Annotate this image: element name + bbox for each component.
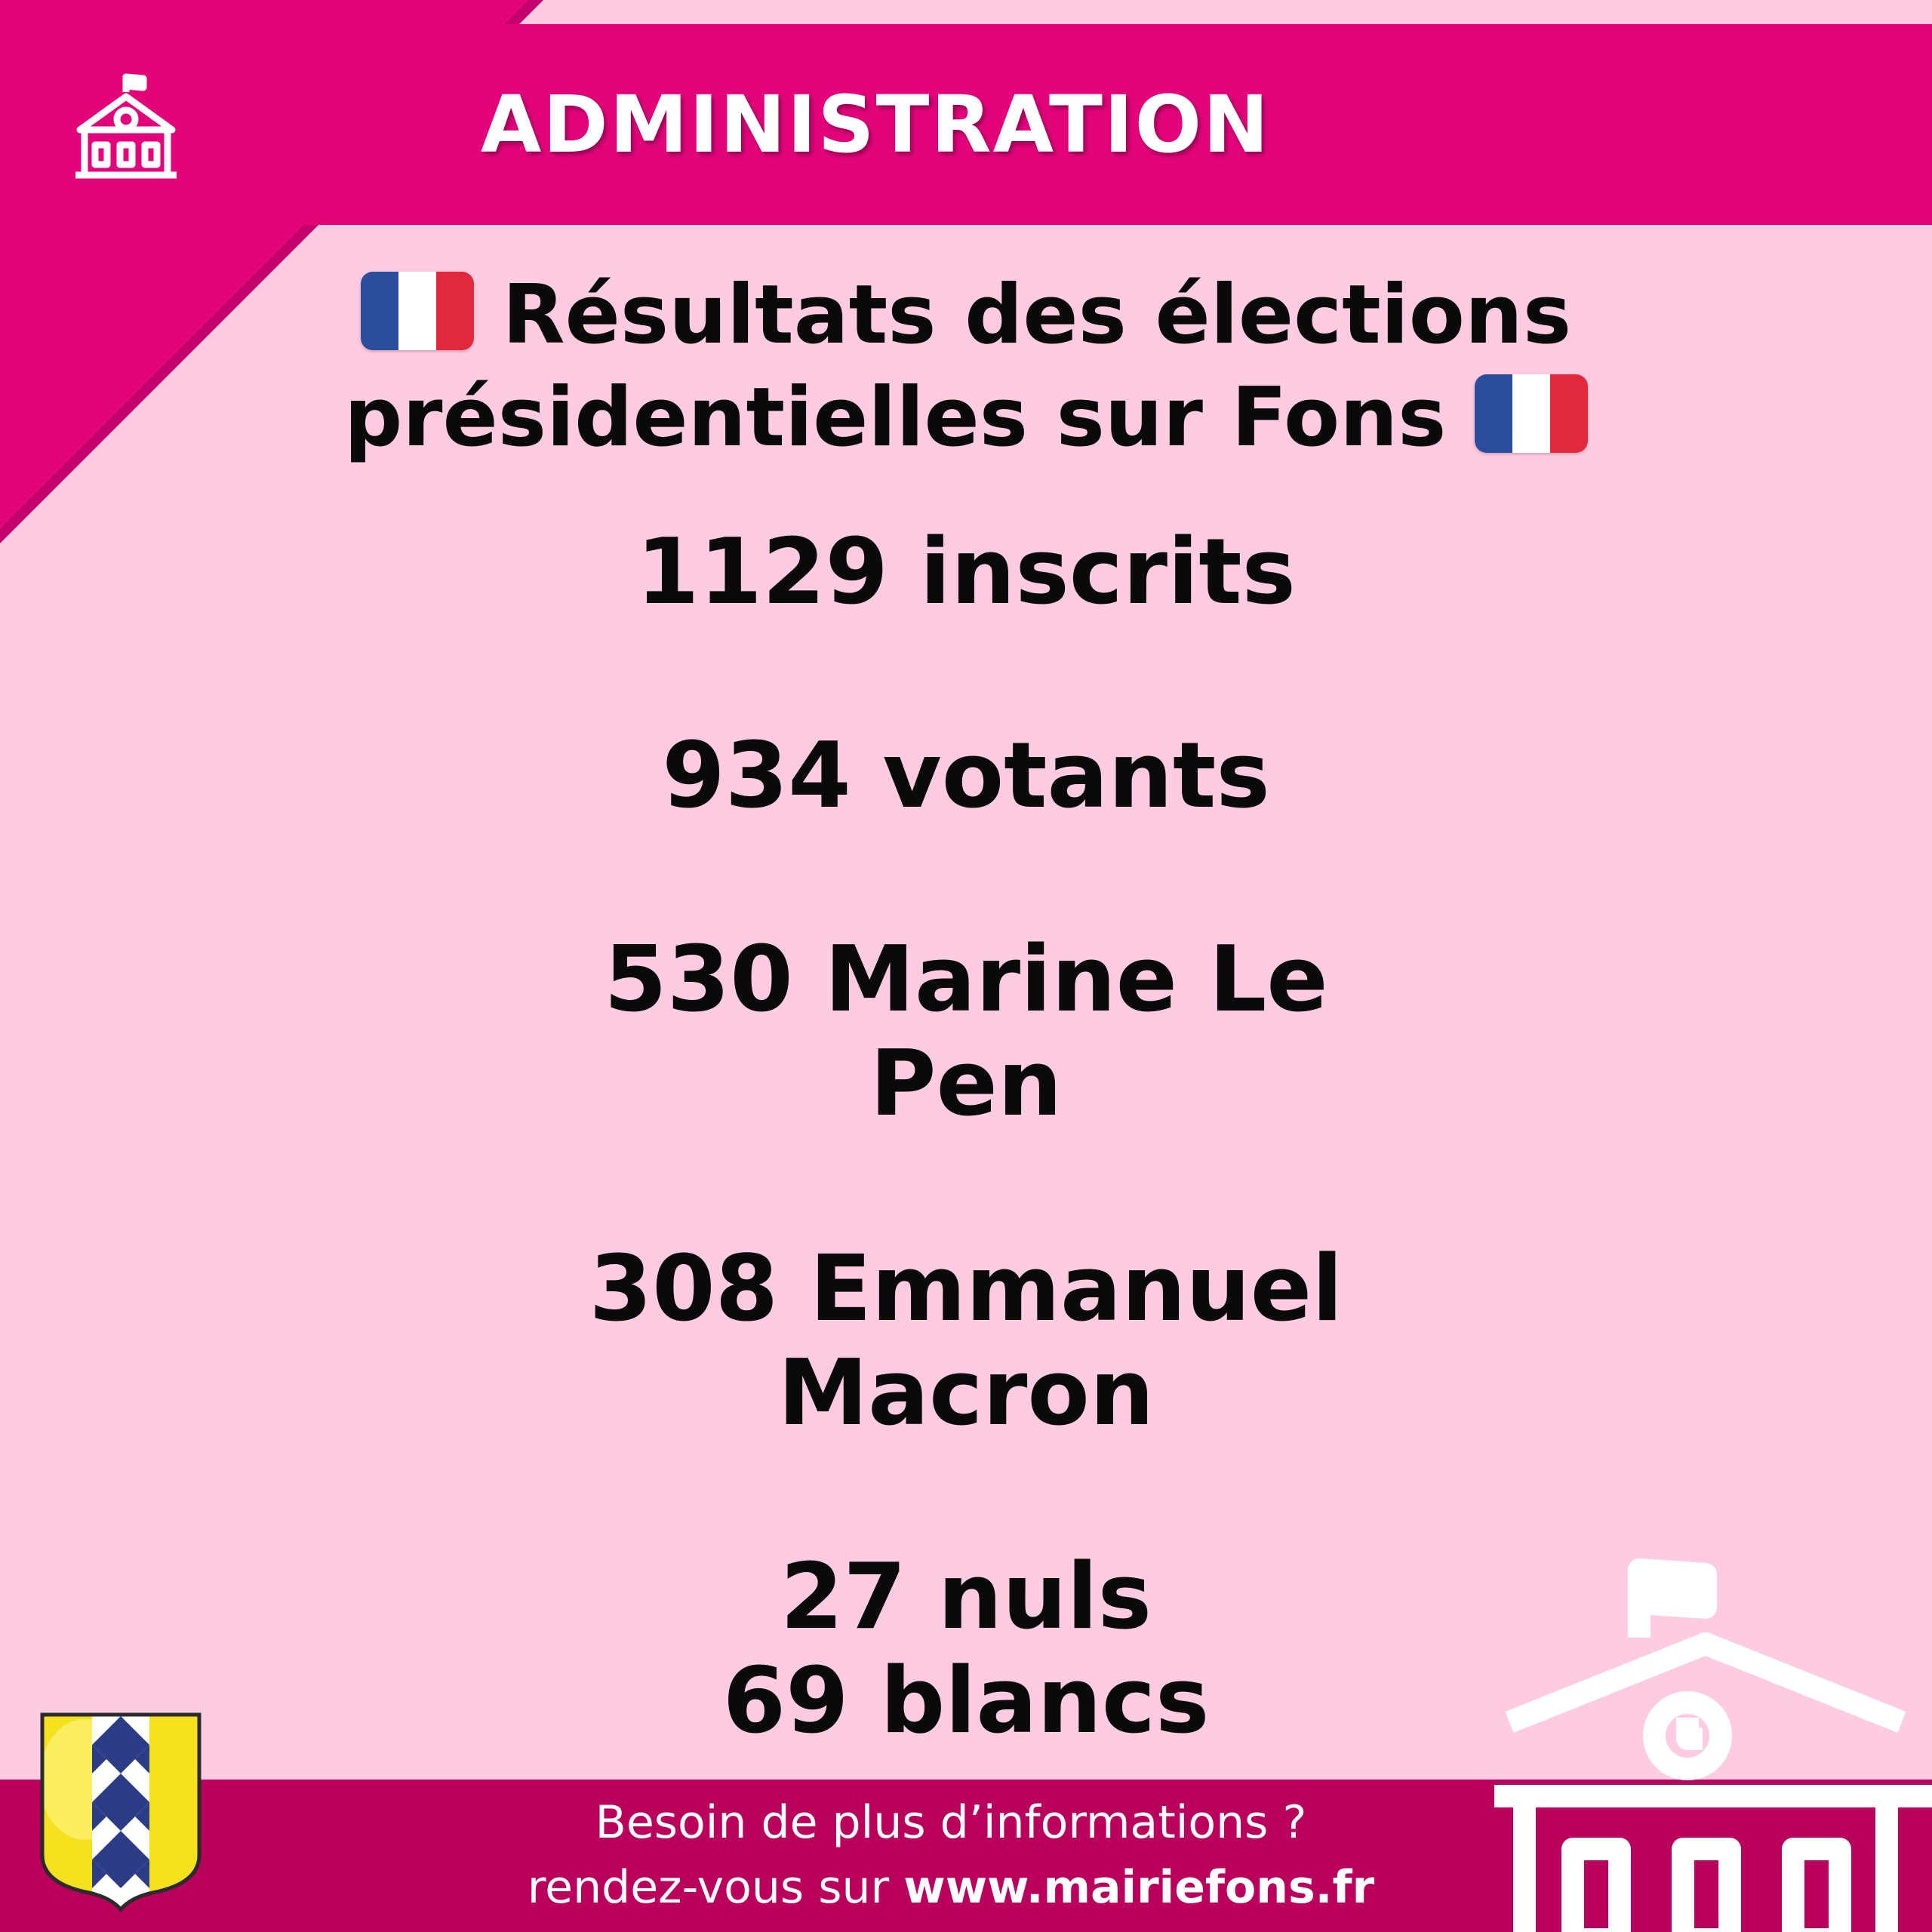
footer-text: Besoin de plus d’informations ? rendez-v… <box>211 1790 1690 1920</box>
stat-le-pen-line-2: Pen <box>869 1032 1063 1137</box>
stat-le-pen-line-1: 530 Marine Le <box>604 928 1328 1032</box>
footer-line-1: Besoin de plus d’informations ? <box>595 1796 1307 1849</box>
coat-of-arms-icon <box>40 1712 202 1912</box>
title-text-1: Résultats des élections <box>502 268 1572 362</box>
stat-blancs: 69 blancs <box>722 1649 1210 1754</box>
title-line-1: Résultats des élections <box>121 264 1811 367</box>
page-title: Résultats des élections présidentielles … <box>121 264 1811 469</box>
stat-inscrits: 1129 inscrits <box>636 520 1296 625</box>
title-text-2: présidentielles sur Fons <box>343 371 1447 465</box>
stat-macron-line-1: 308 Emmanuel <box>589 1237 1343 1342</box>
stat-macron-line-2: Macron <box>777 1341 1155 1446</box>
title-line-2: présidentielles sur Fons <box>121 367 1811 469</box>
town-hall-icon <box>75 73 177 179</box>
footer-line-2: rendez-vous sur www.mairiefons.fr <box>211 1855 1690 1920</box>
stat-macron: 308 Emmanuel Macron <box>287 1238 1645 1446</box>
town-hall-icon <box>1494 1558 1932 1932</box>
header-title: ADMINISTRATION <box>480 78 1271 171</box>
stat-nuls-blancs: 27 nuls 69 blancs <box>287 1546 1645 1754</box>
french-flag-icon <box>360 272 474 350</box>
french-flag-icon <box>1475 374 1589 453</box>
stat-nuls: 27 nuls <box>780 1545 1152 1650</box>
header-bar <box>0 24 1932 225</box>
footer-prefix: rendez-vous sur <box>527 1861 904 1914</box>
stat-votants: 934 votants <box>662 724 1270 829</box>
stat-le-pen: 530 Marine Le Pen <box>287 928 1645 1137</box>
website-link[interactable]: www.mairiefons.fr <box>903 1861 1375 1914</box>
